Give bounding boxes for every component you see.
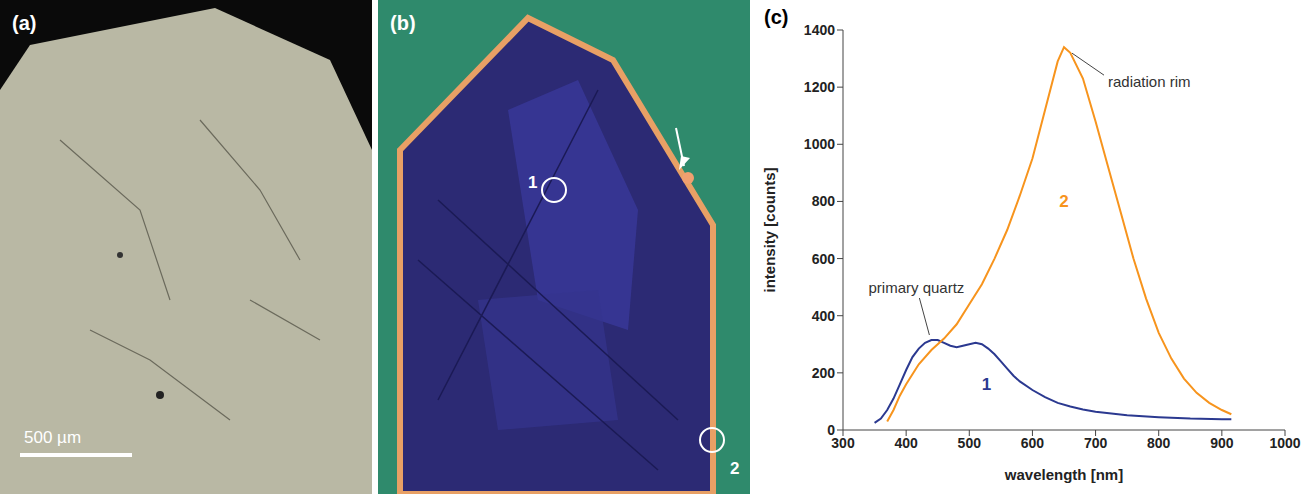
svg-text:600: 600	[812, 251, 836, 267]
svg-text:800: 800	[812, 193, 836, 209]
svg-text:800: 800	[1147, 435, 1171, 451]
svg-text:1000: 1000	[804, 136, 835, 152]
svg-text:400: 400	[812, 308, 836, 324]
svg-text:1000: 1000	[1269, 435, 1300, 451]
svg-text:500 µm: 500 µm	[24, 428, 81, 447]
svg-text:1: 1	[982, 375, 991, 394]
svg-text:1200: 1200	[804, 79, 835, 95]
svg-text:200: 200	[812, 365, 836, 381]
svg-text:wavelength [nm]: wavelength [nm]	[1004, 466, 1123, 483]
svg-text:300: 300	[831, 434, 855, 451]
svg-text:radiation rim: radiation rim	[1108, 73, 1191, 90]
svg-text:2: 2	[730, 459, 739, 478]
svg-text:500: 500	[958, 435, 982, 451]
svg-text:primary quartz: primary quartz	[868, 279, 964, 296]
svg-text:(a): (a)	[12, 12, 36, 34]
svg-text:(b): (b)	[390, 12, 416, 34]
svg-text:1400: 1400	[804, 22, 835, 38]
svg-text:intensity [counts]: intensity [counts]	[761, 167, 778, 292]
svg-text:2: 2	[1059, 192, 1068, 211]
svg-text:1: 1	[528, 173, 537, 192]
svg-text:0: 0	[827, 422, 835, 438]
svg-text:400: 400	[894, 435, 918, 451]
svg-text:900: 900	[1210, 435, 1234, 451]
html-text:(c): (c)	[764, 6, 789, 28]
svg-text:600: 600	[1021, 435, 1045, 451]
svg-text:700: 700	[1084, 435, 1108, 451]
